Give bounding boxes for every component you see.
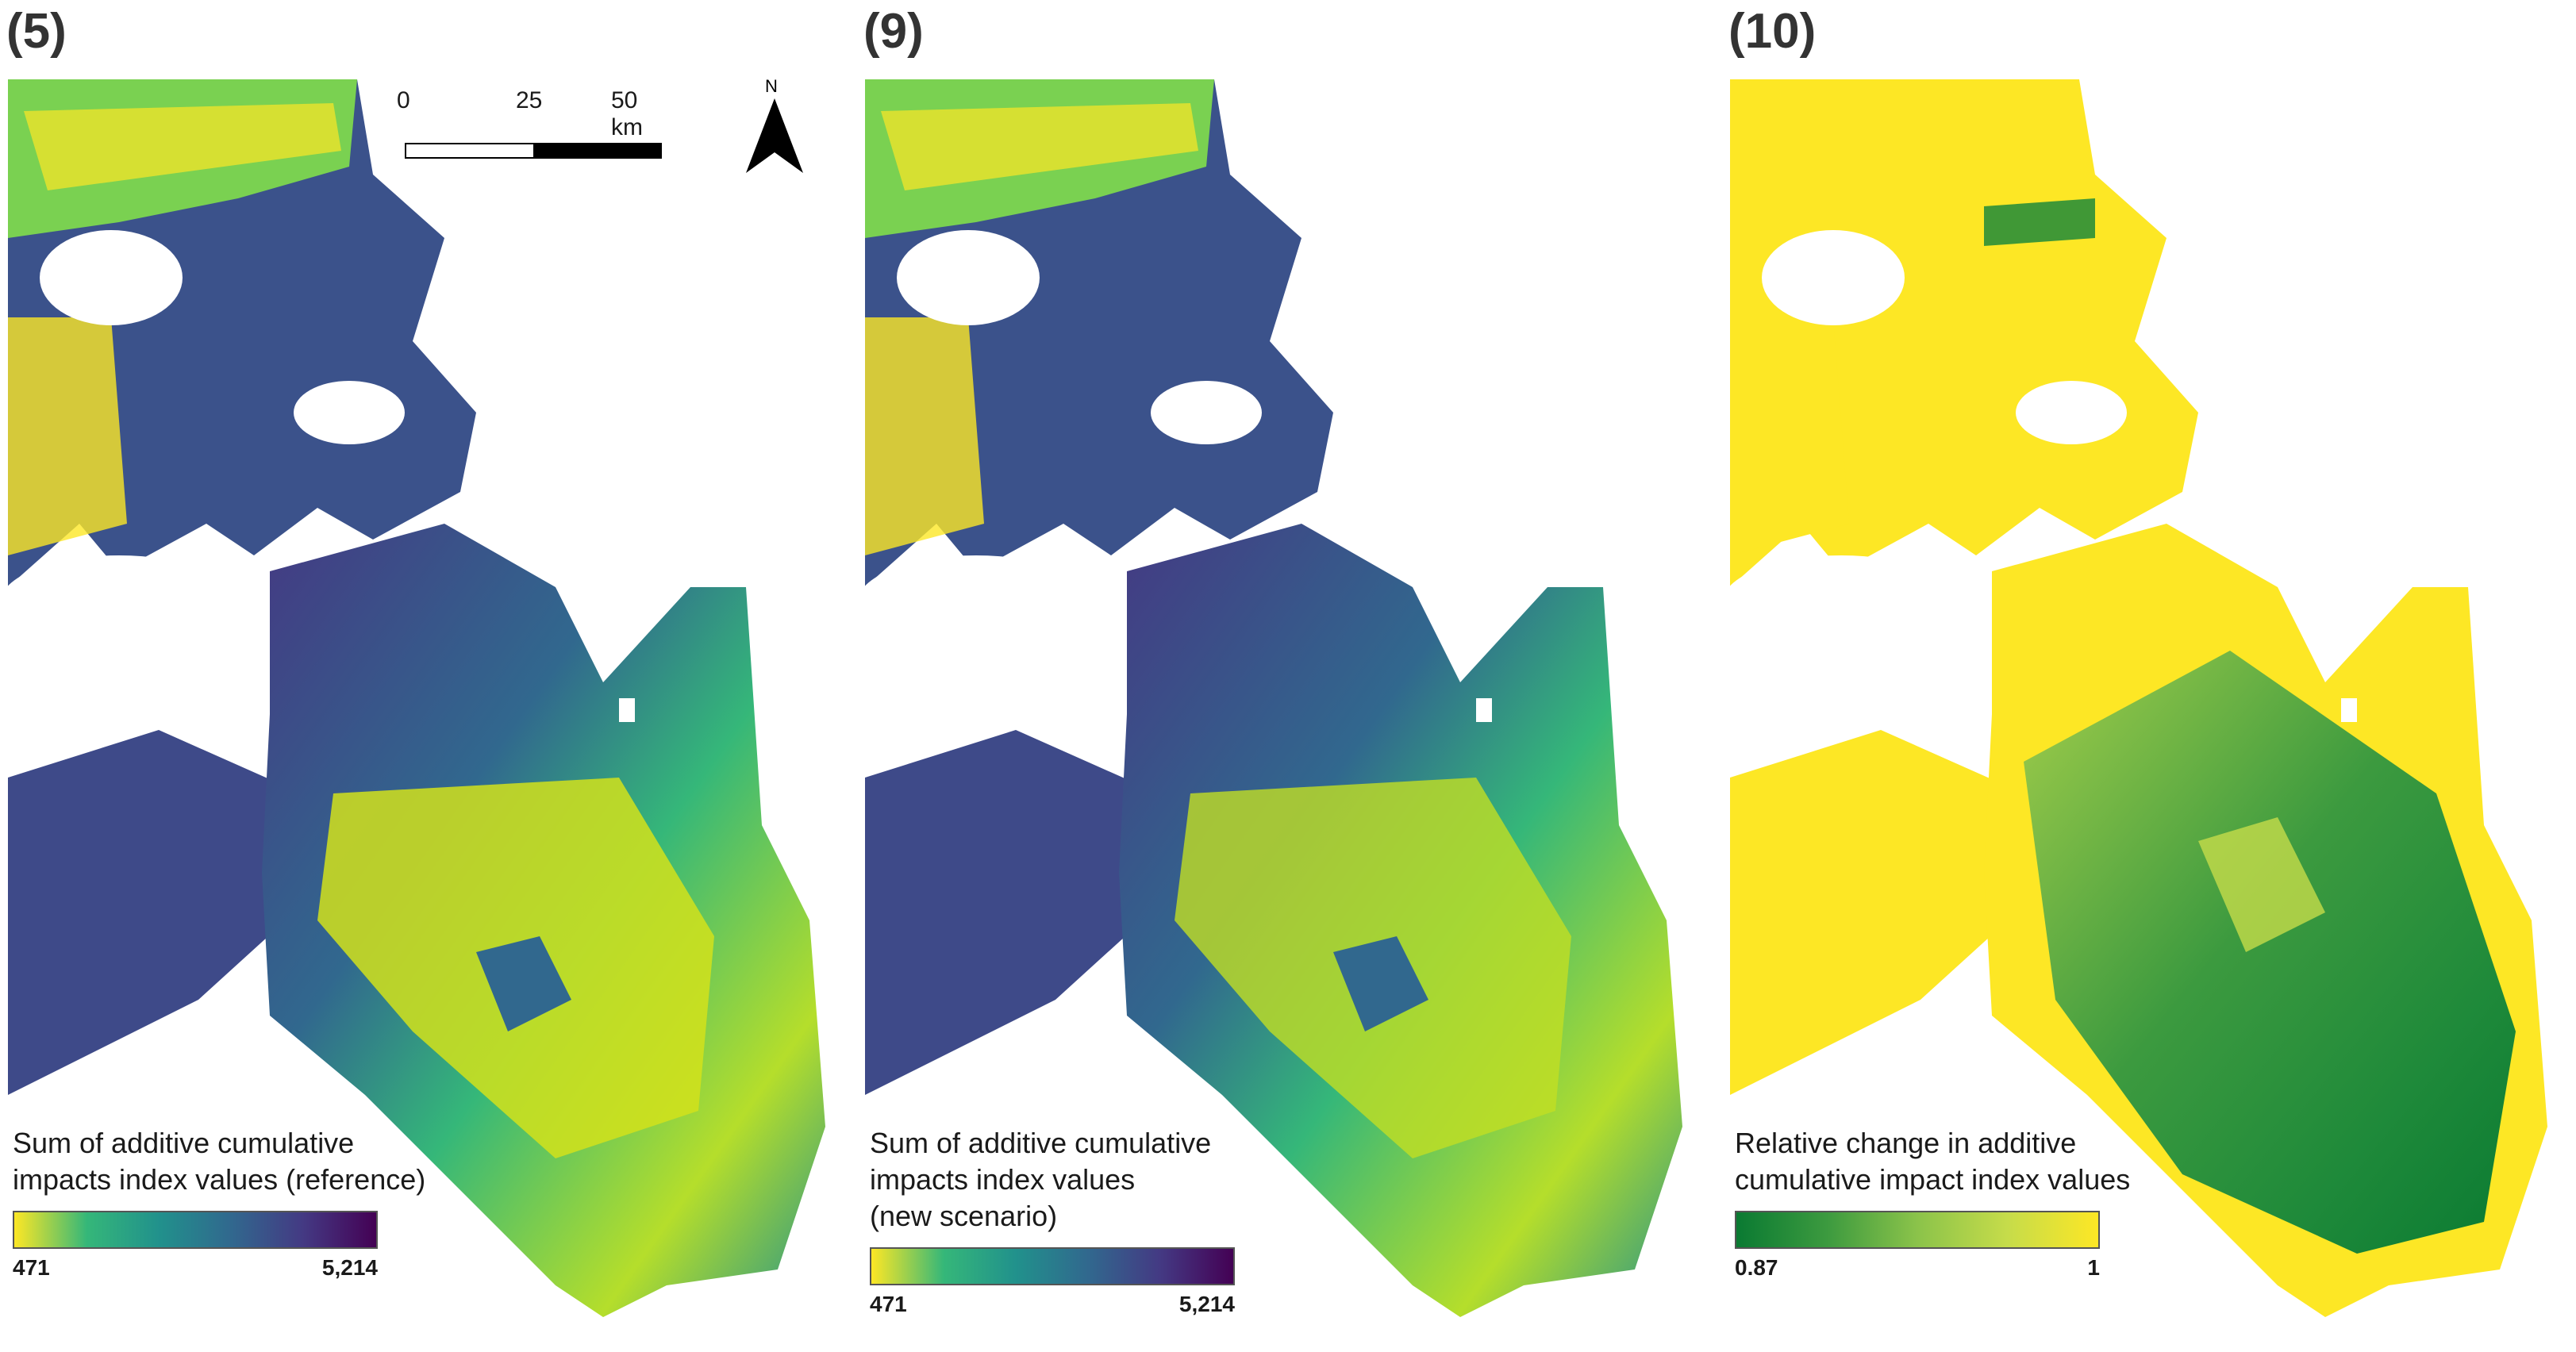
legend-color-ramp — [870, 1247, 1235, 1285]
scale-label-0: 0 — [397, 87, 410, 113]
legend-max-label: 1 — [2087, 1255, 2100, 1280]
legend-min-label: 471 — [13, 1255, 50, 1280]
relative-change-map — [1722, 79, 2547, 1349]
legend-min-label: 0.87 — [1735, 1255, 1778, 1280]
legend-max-label: 5,214 — [1178, 1292, 1235, 1316]
scale-bar: 0 25 50 km — [397, 87, 667, 175]
legend-color-ramp — [1735, 1211, 2100, 1249]
impact-map-new-scenario — [857, 79, 1682, 1349]
legend-new-scenario: Sum of additive cumulative impacts index… — [870, 1125, 1235, 1323]
legend-title-line-1: Sum of additive cumulative — [870, 1127, 1212, 1159]
legend-title-line-2: cumulative impact index values — [1735, 1163, 2131, 1196]
panel-label: (10) — [1728, 4, 1817, 59]
legend-title-line-2: impacts index values (reference) — [13, 1163, 426, 1196]
legend-title-line-3: (new scenario) — [870, 1200, 1058, 1232]
scale-label-50: 50 km — [611, 87, 643, 140]
impact-map-reference — [0, 79, 825, 1349]
panel-relative-change: (10) Relative change in — [1722, 0, 2547, 1352]
scale-label-25: 25 — [516, 87, 543, 113]
legend-min-label: 471 — [870, 1292, 907, 1316]
legend-relative-change: Relative change in additive cumulative i… — [1735, 1125, 2130, 1287]
legend-title-line-2: impacts index values — [870, 1163, 1136, 1196]
panel-new-scenario: (9) Su — [857, 0, 1682, 1352]
panel-reference: (5) — [0, 0, 825, 1352]
north-arrow-icon: N — [743, 76, 806, 179]
legend-max-label: 5,214 — [321, 1255, 378, 1280]
legend-title-line-1: Relative change in additive — [1735, 1127, 2077, 1159]
scale-bar-graphic — [405, 143, 662, 159]
legend-color-ramp — [13, 1211, 378, 1249]
legend-title-line-1: Sum of additive cumulative — [13, 1127, 355, 1159]
panel-label: (5) — [6, 4, 67, 59]
legend-reference: Sum of additive cumulative impacts index… — [13, 1125, 425, 1287]
panel-label: (9) — [863, 4, 924, 59]
